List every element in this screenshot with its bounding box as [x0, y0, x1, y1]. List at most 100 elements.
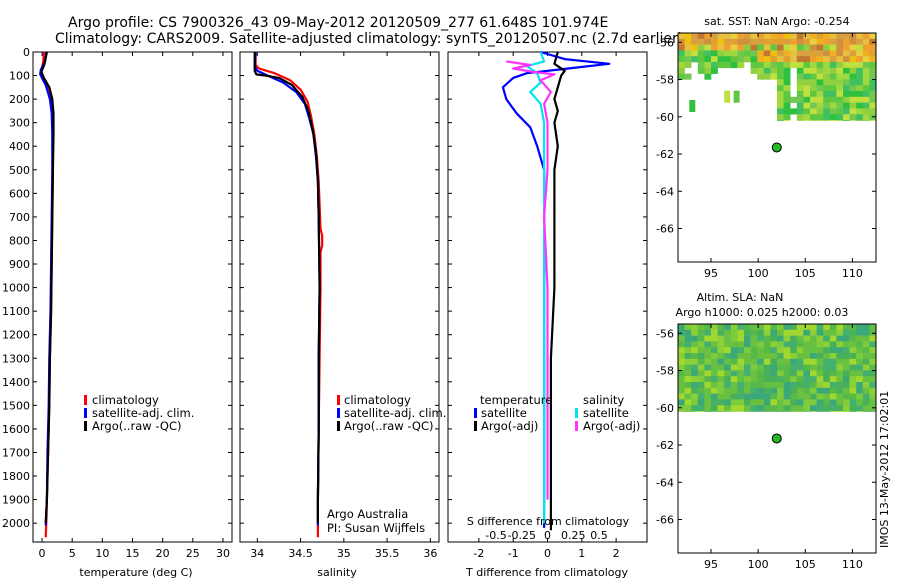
- legend-swatch-t-satellite: [474, 408, 477, 418]
- heatmap-cell: [711, 33, 718, 40]
- heatmap-cell: [763, 370, 771, 377]
- heatmap-cell: [816, 382, 824, 389]
- heatmap-cell: [691, 399, 699, 406]
- heatmap-cell: [777, 358, 784, 365]
- heatmap-cell: [783, 387, 791, 394]
- heatmap-cell: [823, 38, 831, 45]
- heatmap-cell: [770, 341, 778, 348]
- series-line-salinity-satellite: [525, 51, 546, 524]
- heatmap-cell: [697, 364, 705, 371]
- heatmap-cell: [750, 38, 758, 45]
- heatmap-cell: [704, 364, 712, 371]
- x-tick-label: -2: [473, 547, 484, 560]
- legend-swatch-argo: [337, 421, 340, 431]
- heatmap-cell: [724, 33, 732, 40]
- heatmap-cell: [823, 358, 831, 365]
- heatmap-cell: [744, 38, 751, 45]
- heatmap-cell: [744, 370, 751, 377]
- heatmap-cell: [862, 67, 870, 74]
- heatmap-cell: [862, 50, 870, 57]
- heatmap-cell: [823, 96, 831, 103]
- heatmap-cell: [684, 33, 692, 40]
- heatmap-cell: [803, 33, 811, 40]
- x-tick-label: 100: [748, 267, 769, 280]
- heatmap-cell: [691, 364, 699, 371]
- heatmap-cell: [796, 50, 804, 57]
- heatmap-cell: [777, 50, 784, 57]
- heatmap-cell: [691, 358, 699, 365]
- heatmap-cell: [862, 44, 870, 51]
- y-tick-label: 800: [9, 234, 30, 247]
- heatmap-cell: [836, 399, 844, 406]
- heatmap-cell: [711, 405, 718, 412]
- heatmap-cell: [711, 56, 718, 63]
- heatmap-cell: [869, 33, 877, 40]
- heatmap-cell: [763, 44, 771, 51]
- heatmap-cell: [717, 364, 725, 371]
- legend-swatch-t-argo: [474, 421, 477, 431]
- heatmap-cell: [869, 347, 877, 354]
- heatmap-cell: [816, 376, 824, 383]
- heatmap-cell: [737, 62, 745, 69]
- heatmap-cell: [843, 347, 850, 354]
- heatmap-cell: [862, 96, 870, 103]
- heatmap-cell: [796, 324, 804, 331]
- heatmap-cell: [849, 108, 857, 115]
- heatmap-cell: [796, 33, 804, 40]
- heatmap-cell: [684, 358, 692, 365]
- heatmap-cell: [790, 370, 798, 377]
- heatmap-cell: [829, 399, 837, 406]
- heatmap-cell: [757, 33, 765, 40]
- heatmap-cell: [856, 62, 864, 69]
- heatmap-cell: [810, 382, 817, 389]
- heatmap-cell: [737, 353, 745, 360]
- heatmap-cell: [757, 62, 765, 69]
- heatmap-cell: [724, 358, 732, 365]
- y-tick-label: 2000: [2, 517, 30, 530]
- heatmap-cell: [816, 347, 824, 354]
- heatmap-cell: [790, 44, 798, 51]
- heatmap-cell: [697, 56, 705, 63]
- y-tick-label: 100: [9, 70, 30, 83]
- heatmap-cell: [823, 91, 831, 98]
- heatmap-cell: [869, 73, 877, 80]
- heatmap-cell: [777, 91, 784, 98]
- heatmap-cell: [730, 33, 738, 40]
- map-frame: [677, 323, 877, 554]
- heatmap-cell: [697, 67, 705, 74]
- heatmap-cell: [843, 376, 850, 383]
- salinity-legend: climatology satellite-adj. clim. Argo(..…: [337, 393, 446, 433]
- heatmap-cell: [697, 382, 705, 389]
- heatmap-cell: [711, 44, 718, 51]
- heatmap-cell: [730, 364, 738, 371]
- heatmap-cell: [763, 50, 771, 57]
- heatmap-cell: [796, 376, 804, 383]
- y-tick-label: 1300: [2, 352, 30, 365]
- heatmap-cell: [862, 335, 870, 342]
- heatmap-cell: [849, 33, 857, 40]
- heatmap-cell: [836, 85, 844, 92]
- heatmap-cell: [730, 335, 738, 342]
- heatmap-cell: [737, 33, 745, 40]
- heatmap-cell: [691, 38, 699, 45]
- heatmap-cell: [737, 405, 745, 412]
- heatmap-cell: [862, 114, 870, 121]
- difference-legend: temperature salinity satellite Argo(-adj…: [474, 393, 640, 433]
- heatmap-cell: [724, 90, 731, 103]
- heatmap-cell: [730, 393, 738, 400]
- heatmap-cell: [744, 44, 751, 51]
- heatmap-cell: [704, 335, 712, 342]
- heatmap-cell: [796, 341, 804, 348]
- heatmap-cell: [823, 56, 831, 63]
- heatmap-cell: [737, 38, 745, 45]
- heatmap-cell: [829, 329, 837, 336]
- heatmap-cell: [750, 353, 758, 360]
- heatmap-cell: [843, 399, 850, 406]
- heatmap-cell: [757, 405, 765, 412]
- heatmap-cell: [744, 50, 751, 57]
- heatmap-cell: [711, 399, 718, 406]
- heatmap-cell: [689, 100, 696, 113]
- heatmap-cell: [737, 411, 745, 412]
- heatmap-cell: [790, 353, 798, 360]
- heatmap-cell: [724, 44, 732, 51]
